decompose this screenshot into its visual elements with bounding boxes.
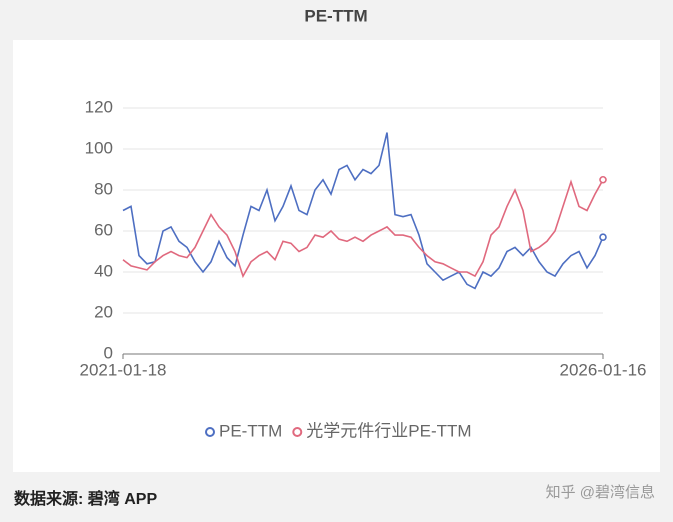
end-point: [599, 175, 607, 184]
chart-title: PE-TTM: [304, 6, 367, 25]
legend-marker: [292, 427, 303, 437]
panel: [13, 40, 660, 472]
y-tick-label: 100: [85, 138, 113, 157]
y-tick-label: 120: [85, 97, 113, 116]
y-tick-label: 80: [94, 179, 113, 198]
legend-label: PE-TTM: [219, 421, 282, 440]
end-point: [599, 233, 607, 241]
legend-marker: [205, 427, 215, 437]
y-tick-label: 0: [104, 343, 113, 362]
x-tick-label: 2021-01-18: [80, 360, 167, 379]
source: 数据来源: 碧湾 APP: [14, 489, 157, 508]
y-tick-label: 40: [94, 261, 113, 280]
y-tick-label: 60: [94, 220, 113, 239]
line: [122, 179, 604, 279]
y-tick-label: 20: [94, 302, 113, 321]
x-tick-label: 2026-01-16: [560, 360, 647, 379]
legend-label: 光学元件行业PE-TTM: [306, 421, 471, 440]
line: [122, 132, 604, 290]
credit: 知乎 @碧湾信息: [546, 484, 655, 501]
